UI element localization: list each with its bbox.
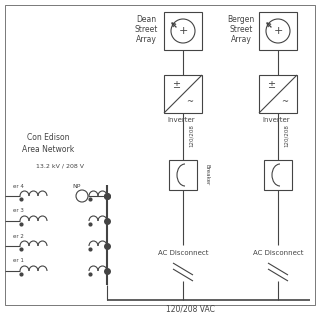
Bar bbox=[259, 12, 297, 50]
Text: +: + bbox=[178, 26, 188, 36]
Circle shape bbox=[76, 190, 88, 202]
Circle shape bbox=[266, 19, 290, 43]
Text: 120/208: 120/208 bbox=[284, 124, 289, 148]
Text: Street: Street bbox=[229, 26, 253, 35]
Text: ~: ~ bbox=[282, 98, 289, 107]
Text: er 4: er 4 bbox=[12, 183, 23, 188]
Text: Breaker: Breaker bbox=[204, 164, 210, 186]
Text: Array: Array bbox=[231, 36, 252, 44]
Text: ~: ~ bbox=[187, 98, 194, 107]
Bar bbox=[259, 75, 297, 113]
Text: NP: NP bbox=[73, 183, 81, 188]
Text: Bergen: Bergen bbox=[228, 15, 255, 25]
Text: 120/208 VAC: 120/208 VAC bbox=[165, 305, 214, 314]
Text: ±: ± bbox=[172, 80, 180, 90]
Text: Area Network: Area Network bbox=[22, 145, 74, 154]
Text: Inverter: Inverter bbox=[262, 117, 290, 123]
Text: er 2: er 2 bbox=[12, 234, 23, 238]
Text: AC Disconnect: AC Disconnect bbox=[253, 250, 303, 256]
Text: ±: ± bbox=[267, 80, 275, 90]
Text: Inverter: Inverter bbox=[167, 117, 195, 123]
Text: 13.2 kV / 208 V: 13.2 kV / 208 V bbox=[36, 164, 84, 169]
Text: AC Disconnect: AC Disconnect bbox=[158, 250, 208, 256]
Text: Array: Array bbox=[136, 36, 156, 44]
Text: Street: Street bbox=[134, 26, 158, 35]
Circle shape bbox=[171, 19, 195, 43]
Bar bbox=[264, 160, 292, 190]
Text: er 3: er 3 bbox=[12, 209, 23, 213]
Text: Con Edison: Con Edison bbox=[27, 133, 69, 142]
Text: +: + bbox=[273, 26, 283, 36]
Text: Dean: Dean bbox=[136, 15, 156, 25]
Text: er 1: er 1 bbox=[12, 259, 23, 263]
Ellipse shape bbox=[9, 90, 127, 300]
Bar bbox=[169, 160, 197, 190]
Bar bbox=[164, 75, 202, 113]
Text: 120/208: 120/208 bbox=[188, 124, 194, 148]
Bar bbox=[164, 12, 202, 50]
